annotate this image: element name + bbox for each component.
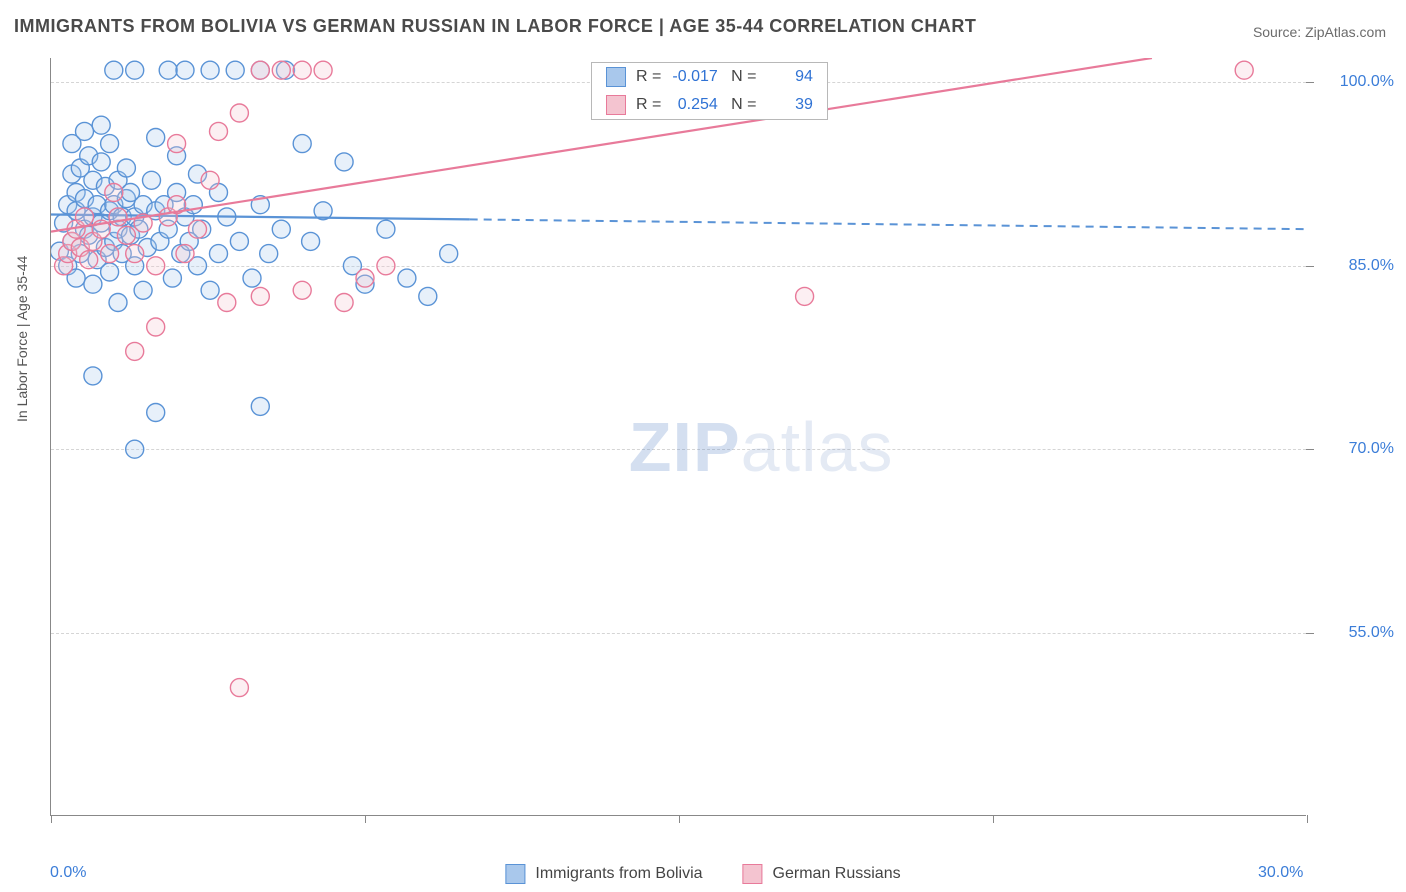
chart-plot-area: ZIPatlasR = -0.017 N = 94R = 0.254 N = 3… — [50, 58, 1306, 816]
scatter-point — [159, 61, 177, 79]
x-tick-mark — [679, 815, 680, 823]
scatter-point — [356, 269, 374, 287]
scatter-point — [134, 281, 152, 299]
scatter-point — [126, 61, 144, 79]
scatter-point — [377, 257, 395, 275]
scatter-point — [168, 135, 186, 153]
y-tick-label: 70.0% — [1349, 440, 1394, 458]
legend-bottom: Immigrants from Bolivia German Russians — [505, 864, 900, 884]
scatter-point — [251, 61, 269, 79]
legend-item-label: Immigrants from Bolivia — [535, 865, 702, 883]
legend-swatch — [606, 95, 626, 115]
legend-correlation-text: R = -0.017 N = 94 — [636, 68, 813, 86]
legend-swatch — [743, 864, 763, 884]
scatter-point — [147, 257, 165, 275]
scatter-point — [147, 318, 165, 336]
scatter-point — [230, 232, 248, 250]
scatter-point — [251, 287, 269, 305]
scatter-point — [201, 281, 219, 299]
scatter-point — [1235, 61, 1253, 79]
chart-title: IMMIGRANTS FROM BOLIVIA VS GERMAN RUSSIA… — [14, 16, 976, 37]
scatter-point — [101, 263, 119, 281]
scatter-point — [230, 679, 248, 697]
scatter-point — [176, 61, 194, 79]
scatter-point — [101, 245, 119, 263]
scatter-point — [147, 404, 165, 422]
scatter-point — [105, 61, 123, 79]
scatter-point — [243, 269, 261, 287]
legend-item-label: German Russians — [773, 865, 901, 883]
scatter-point — [109, 294, 127, 312]
trend-line-dashed — [470, 219, 1307, 229]
x-tick-mark — [365, 815, 366, 823]
scatter-point — [210, 245, 228, 263]
legend-item: German Russians — [743, 864, 901, 884]
scatter-point — [105, 184, 123, 202]
x-tick-label: 30.0% — [1258, 864, 1303, 882]
scatter-point — [335, 294, 353, 312]
scatter-point — [80, 251, 98, 269]
source-attribution: Source: ZipAtlas.com — [1253, 24, 1386, 40]
scatter-point — [147, 129, 165, 147]
scatter-point — [84, 275, 102, 293]
scatter-point — [92, 153, 110, 171]
legend-swatch — [606, 67, 626, 87]
y-tick-mark — [1306, 266, 1314, 267]
scatter-point — [76, 122, 94, 140]
scatter-point — [143, 171, 161, 189]
scatter-point — [226, 61, 244, 79]
scatter-point — [92, 116, 110, 134]
scatter-point — [796, 287, 814, 305]
scatter-point — [260, 245, 278, 263]
scatter-point — [419, 287, 437, 305]
legend-correlation: R = -0.017 N = 94 R = 0.254 N = 39 — [591, 62, 828, 120]
scatter-point — [293, 281, 311, 299]
x-tick-label: 0.0% — [50, 864, 86, 882]
scatter-point — [293, 135, 311, 153]
y-tick-label: 55.0% — [1349, 624, 1394, 642]
scatter-point — [201, 61, 219, 79]
scatter-point — [84, 367, 102, 385]
scatter-point — [210, 122, 228, 140]
scatter-point — [293, 61, 311, 79]
scatter-point — [117, 226, 135, 244]
y-tick-label: 85.0% — [1349, 257, 1394, 275]
y-tick-mark — [1306, 633, 1314, 634]
scatter-point — [163, 269, 181, 287]
legend-correlation-row: R = 0.254 N = 39 — [592, 91, 827, 119]
y-axis-label: In Labor Force | Age 35-44 — [14, 256, 30, 422]
scatter-point — [440, 245, 458, 263]
scatter-point — [117, 159, 135, 177]
scatter-point — [101, 135, 119, 153]
scatter-point — [126, 342, 144, 360]
x-tick-mark — [1307, 815, 1308, 823]
legend-correlation-row: R = -0.017 N = 94 — [592, 63, 827, 91]
y-tick-mark — [1306, 449, 1314, 450]
scatter-point — [76, 208, 94, 226]
scatter-point — [272, 220, 290, 238]
legend-correlation-text: R = 0.254 N = 39 — [636, 96, 813, 114]
legend-swatch — [505, 864, 525, 884]
scatter-point — [126, 440, 144, 458]
x-tick-mark — [51, 815, 52, 823]
scatter-point — [302, 232, 320, 250]
y-tick-mark — [1306, 82, 1314, 83]
scatter-point — [398, 269, 416, 287]
legend-item: Immigrants from Bolivia — [505, 864, 702, 884]
scatter-point — [176, 245, 194, 263]
scatter-point — [189, 220, 207, 238]
scatter-point — [201, 171, 219, 189]
x-tick-mark — [993, 815, 994, 823]
chart-svg-layer — [51, 58, 1307, 816]
scatter-point — [272, 61, 290, 79]
scatter-point — [335, 153, 353, 171]
scatter-point — [377, 220, 395, 238]
scatter-point — [109, 208, 127, 226]
scatter-point — [314, 61, 332, 79]
scatter-point — [126, 245, 144, 263]
scatter-point — [218, 294, 236, 312]
scatter-point — [251, 397, 269, 415]
y-tick-label: 100.0% — [1340, 73, 1394, 91]
scatter-point — [230, 104, 248, 122]
